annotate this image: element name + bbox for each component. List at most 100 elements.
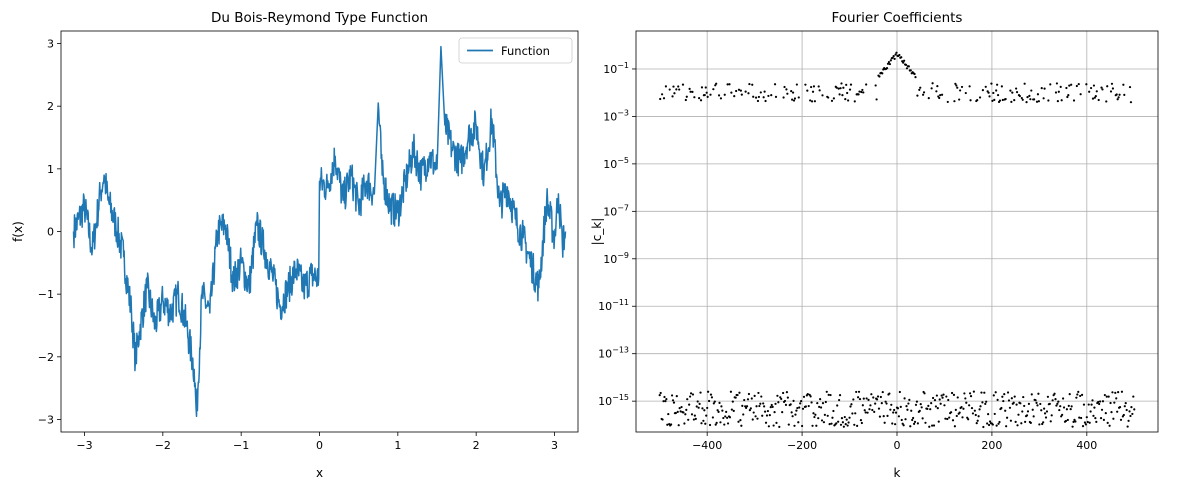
coefficient-point xyxy=(905,405,908,408)
coefficient-point xyxy=(776,394,779,397)
coefficient-point xyxy=(682,411,685,414)
coefficient-point xyxy=(726,422,730,425)
coefficient-point xyxy=(671,399,675,402)
coefficient-point xyxy=(706,95,709,98)
coefficient-point xyxy=(939,94,942,97)
coefficient-point xyxy=(1072,99,1076,102)
coefficient-point xyxy=(916,94,919,97)
coefficient-point xyxy=(1031,408,1034,411)
coefficient-point xyxy=(882,414,885,418)
coefficient-point xyxy=(798,406,801,409)
coefficient-point xyxy=(767,425,770,428)
coefficient-point xyxy=(928,425,931,428)
coefficient-point xyxy=(1036,404,1039,407)
coefficient-point xyxy=(875,398,879,401)
coefficient-point xyxy=(779,396,782,399)
coefficient-point xyxy=(831,416,834,419)
coefficient-point xyxy=(892,411,895,414)
coefficient-point xyxy=(1118,93,1121,96)
chart2-ytick-label: 10−15 xyxy=(598,393,629,408)
coefficient-point xyxy=(1105,395,1108,398)
coefficient-point xyxy=(1039,402,1042,406)
coefficient-point xyxy=(688,403,691,406)
chart2-ytick-label: 10−11 xyxy=(598,298,629,313)
coefficient-point xyxy=(858,90,861,93)
coefficient-point xyxy=(1012,401,1015,404)
coefficient-point xyxy=(836,404,839,407)
coefficient-point xyxy=(702,419,705,422)
coefficient-point xyxy=(728,416,732,419)
coefficient-point xyxy=(742,413,745,416)
coefficient-point xyxy=(744,406,748,409)
coefficient-point xyxy=(1048,402,1051,405)
coefficient-point xyxy=(749,407,752,410)
coefficient-point xyxy=(987,412,990,416)
coefficient-point xyxy=(755,405,758,408)
series-line-function xyxy=(72,45,567,418)
coefficient-point xyxy=(1010,100,1013,103)
chart2-xtick-label: −200 xyxy=(787,439,817,452)
coefficient-point xyxy=(812,412,815,415)
chart2-data xyxy=(658,51,1136,429)
coefficient-point xyxy=(797,421,800,424)
coefficient-point xyxy=(828,423,831,426)
coefficient-point xyxy=(692,418,695,421)
coefficient-point xyxy=(796,406,799,410)
coefficient-point xyxy=(847,421,850,424)
coefficient-point xyxy=(1006,391,1010,394)
coefficient-point xyxy=(847,99,850,102)
coefficient-point xyxy=(1087,403,1090,406)
coefficient-point xyxy=(960,85,964,89)
coefficient-point xyxy=(1017,413,1020,416)
coefficient-point xyxy=(825,390,828,393)
coefficient-point xyxy=(842,425,845,428)
coefficient-point xyxy=(1054,398,1057,401)
coefficient-point xyxy=(775,421,778,424)
coefficient-point xyxy=(1080,393,1084,396)
coefficient-point xyxy=(854,412,857,415)
coefficient-point xyxy=(1034,399,1037,402)
coefficient-point xyxy=(1091,399,1094,402)
coefficient-point xyxy=(810,100,814,103)
coefficient-point xyxy=(1115,93,1118,96)
coefficient-point xyxy=(856,424,859,428)
coefficient-point xyxy=(935,394,938,397)
coefficient-point xyxy=(793,424,796,427)
chart1-ylabel: f(x) xyxy=(11,221,25,242)
coefficient-point xyxy=(1036,93,1040,96)
coefficient-point xyxy=(978,408,981,411)
coefficient-point xyxy=(1110,411,1113,414)
coefficient-point xyxy=(843,415,846,419)
coefficient-point xyxy=(752,95,755,98)
coefficient-point xyxy=(1000,85,1003,88)
coefficient-point xyxy=(810,401,813,404)
coefficient-point xyxy=(1056,99,1059,103)
coefficient-point xyxy=(763,410,767,413)
coefficient-point xyxy=(792,399,795,402)
coefficient-point xyxy=(946,100,949,104)
chart2-ticks: −400 −200 0 200 400 10−1 10−3 10−5 10−7 10−9 10−11… xyxy=(598,61,1097,452)
coefficient-point xyxy=(1043,87,1046,90)
coefficient-point xyxy=(840,82,843,85)
coefficient-point xyxy=(750,397,753,400)
coefficient-point xyxy=(951,419,955,422)
coefficient-point xyxy=(997,422,1000,425)
coefficient-point xyxy=(786,396,789,399)
coefficient-point xyxy=(770,403,773,407)
chart1-ytick-label: 1 xyxy=(47,163,54,176)
coefficient-point xyxy=(899,405,902,408)
coefficient-point xyxy=(1045,410,1049,413)
coefficient-point xyxy=(745,405,749,408)
coefficient-point xyxy=(812,85,816,88)
coefficient-point xyxy=(761,414,764,417)
coefficient-point xyxy=(1033,98,1036,101)
coefficient-point xyxy=(1104,412,1107,415)
coefficient-point xyxy=(668,88,671,91)
coefficient-point xyxy=(1130,406,1133,409)
coefficient-point xyxy=(911,418,914,422)
coefficient-point xyxy=(732,409,735,412)
coefficient-point xyxy=(924,421,927,424)
coefficient-point xyxy=(1061,397,1065,400)
coefficient-point xyxy=(1005,416,1009,419)
chart2-ylabel: |c_k| xyxy=(590,218,604,246)
